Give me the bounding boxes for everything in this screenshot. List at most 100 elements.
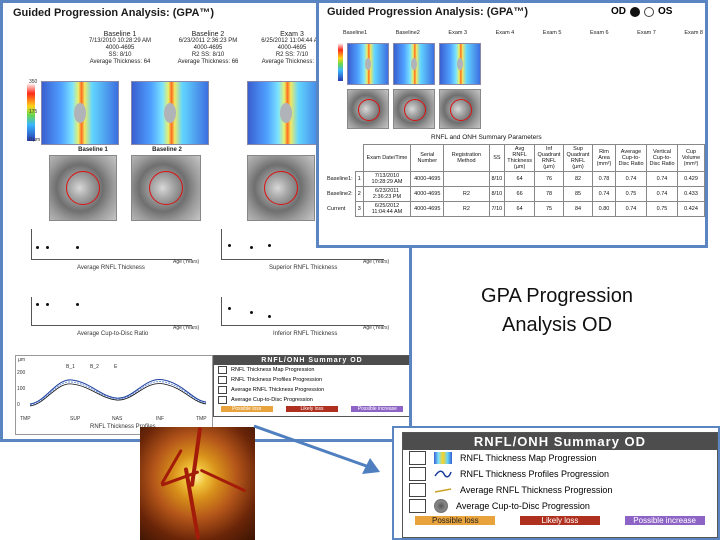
- avg-cup-disc-ratio-graph: [31, 297, 192, 326]
- profile-axis-tmp-start: TMP: [20, 416, 31, 422]
- vessel-1: [189, 427, 203, 487]
- od-selected-dot-icon[interactable]: [630, 6, 640, 17]
- possible-increase-legend: Possible increase: [624, 516, 705, 525]
- thumb-disc-baseline2[interactable]: [393, 89, 435, 129]
- inferior-rnfl-thickness-graph: [221, 297, 384, 326]
- summary-label-profiles: RNFL Thickness Profiles Progression: [460, 469, 610, 479]
- profiles-progression-icon: [434, 470, 452, 478]
- summary-small-checkbox-map[interactable]: [218, 366, 227, 374]
- summary-row-profiles: RNFL Thickness Profiles Progression: [403, 466, 717, 482]
- column-exam-3: Exam 3: [448, 30, 468, 36]
- thumb-map-baseline2[interactable]: [393, 43, 435, 85]
- summary-row-avg: Average RNFL Thickness Progression: [403, 482, 717, 498]
- optic-disc-image-exam-3[interactable]: [247, 155, 315, 221]
- column-exam-8: Exam 8: [684, 30, 703, 36]
- age-axis-label-4: Age (Years): [363, 325, 390, 331]
- possible-loss-legend: Possible loss: [415, 516, 496, 525]
- profile-curves: [29, 379, 207, 407]
- column-baseline2: Baseline2: [395, 30, 420, 36]
- caption-line-2: Analysis OD: [501, 314, 613, 336]
- column-exam-4: Exam 4: [495, 30, 515, 36]
- exam-header-baseline-1: Baseline 1 7/13/2010 10:28:29 AM 4000-46…: [88, 31, 152, 65]
- possible-loss-badge: Possible loss: [220, 406, 273, 412]
- superior-rnfl-thickness-graph: [221, 229, 384, 260]
- scale-bottom-label: 0 µm: [29, 137, 41, 143]
- profile-ytick-100: 100: [17, 386, 26, 392]
- summary-checkbox-cup[interactable]: [409, 499, 426, 513]
- summary-small-row-map: RNFL Thickness Map Progression: [214, 365, 409, 375]
- likely-loss-badge: Likely loss: [285, 406, 338, 412]
- rnfl-thickness-map-baseline-1[interactable]: [41, 81, 119, 145]
- os-label[interactable]: OS: [658, 6, 673, 17]
- header-inf-quadrant: Inf Quadrant RNFL (µm): [534, 144, 564, 172]
- profile-axis-sup: SUP: [70, 416, 81, 422]
- profile-legend-b1: B_1: [66, 364, 75, 370]
- rnfl-thickness-map-exam-3[interactable]: [247, 81, 325, 145]
- age-axis-label-1: Age (Years): [173, 259, 200, 265]
- summary-row-cup: Average Cup-to-Disc Progression: [403, 498, 717, 514]
- summary-small-row-profiles: RNFL Thickness Profiles Progression: [214, 375, 409, 385]
- summary-label-map: RNFL Thickness Map Progression: [460, 453, 597, 463]
- table-row: Baseline2: 2 6/23/2011 2:36:23 PM 4000-4…: [325, 186, 705, 202]
- rnfl-onh-summary-small: RNFL/ONH Summary OD RNFL Thickness Map P…: [213, 355, 409, 417]
- superior-rnfl-graph-title: Superior RNFL Thickness: [269, 265, 338, 271]
- exam-header-exam-3: Exam 3 6/25/2012 11:04:44 AM 4000-4695 R…: [261, 31, 323, 65]
- slide-caption: GPA Progression Analysis OD: [436, 282, 678, 340]
- table-row: Baseline1: 1 7/13/2010 10:28:29 AM 4000-…: [325, 171, 705, 187]
- header-vertical-cup-disc: Vertical Cup-to-Disc Ratio: [646, 144, 678, 172]
- table-header-row: Exam Date/Time Serial Number Registratio…: [325, 144, 705, 172]
- avg-rnfl-thickness-graph: [31, 229, 192, 260]
- od-label[interactable]: OD: [611, 6, 626, 17]
- eye-selector[interactable]: OD OS: [611, 6, 672, 17]
- right-panel-title: Guided Progression Analysis: (GPA™): [327, 6, 529, 18]
- thumb-map-baseline1[interactable]: [347, 43, 389, 85]
- profile-axis-inf: INF: [156, 416, 165, 422]
- header-registration-method: Registration Method: [443, 144, 490, 172]
- profile-legend-e: E: [114, 364, 118, 370]
- rnfl-onh-summary-large: RNFL/ONH Summary OD RNFL Thickness Map P…: [402, 432, 718, 538]
- likely-loss-legend: Likely loss: [519, 516, 600, 525]
- cup-disc-graph-title: Average Cup-to-Disc Ratio: [77, 331, 149, 337]
- scale-top-label: 350: [29, 79, 38, 85]
- map-progression-icon: [434, 452, 452, 464]
- summary-small-checkbox-cup[interactable]: [218, 396, 227, 404]
- os-unselected-dot-icon[interactable]: [644, 6, 654, 17]
- summary-parameters-table: Exam Date/Time Serial Number Registratio…: [325, 144, 705, 217]
- column-baseline1: Baseline1: [343, 30, 368, 36]
- summary-small-checkbox-avg[interactable]: [218, 386, 227, 394]
- avg-rnfl-graph-title: Average RNFL Thickness: [77, 265, 145, 271]
- thumb-disc-exam-3[interactable]: [439, 89, 481, 129]
- fundus-label-baseline-2: Baseline 2: [152, 147, 182, 153]
- summary-small-title: RNFL/ONH Summary OD: [214, 356, 409, 365]
- summary-checkbox-map[interactable]: [409, 451, 426, 465]
- caption-line-1: GPA Progression: [481, 285, 633, 307]
- rnfl-thickness-profiles-graph: µm 200 100 0 B_1 B_2 E TMP SUP NAS INF T…: [15, 355, 213, 435]
- thumb-disc-baseline1[interactable]: [347, 89, 389, 129]
- inferior-rnfl-graph-title: Inferior RNFL Thickness: [273, 331, 338, 337]
- possible-increase-badge: Possible increase: [351, 406, 404, 412]
- summary-checkbox-avg[interactable]: [409, 483, 426, 497]
- vessel-4: [199, 468, 247, 493]
- scale-mid-label: 175: [29, 109, 38, 115]
- rnfl-thickness-map-baseline-2[interactable]: [131, 81, 209, 145]
- rnfl-onh-summary-zoomed-panel: RNFL/ONH Summary OD RNFL Thickness Map P…: [392, 426, 720, 540]
- thumb-map-exam-3[interactable]: [439, 43, 481, 85]
- arrow-icon: [253, 424, 380, 474]
- summary-small-checkbox-profiles[interactable]: [218, 376, 227, 384]
- column-exam-6: Exam 6: [589, 30, 609, 36]
- profile-graph-title: RNFL Thickness Profiles: [90, 424, 156, 430]
- profile-legend-b2: B_2: [90, 364, 99, 370]
- optic-disc-image-baseline-2[interactable]: [131, 155, 201, 221]
- avg-thickness-progression-icon: [434, 488, 452, 493]
- header-avg-rnfl: Avg RNFL Thickness (µm): [504, 144, 535, 172]
- fundus-label-baseline-1: Baseline 1: [78, 147, 108, 153]
- summary-checkbox-profiles[interactable]: [409, 467, 426, 481]
- profile-ytick-0: 0: [17, 402, 20, 408]
- summary-large-title: RNFL/ONH Summary OD: [403, 433, 717, 450]
- profile-ylabel: µm: [18, 357, 26, 363]
- optic-disc-image-baseline-1[interactable]: [49, 155, 117, 221]
- cup-disc-progression-icon: [434, 499, 448, 513]
- header-avg-cup-disc: Average Cup-to-Disc Ratio: [615, 144, 647, 172]
- thickness-color-scale: [27, 83, 35, 141]
- summary-parameters-title: RNFL and ONH Summary Parameters: [431, 134, 542, 141]
